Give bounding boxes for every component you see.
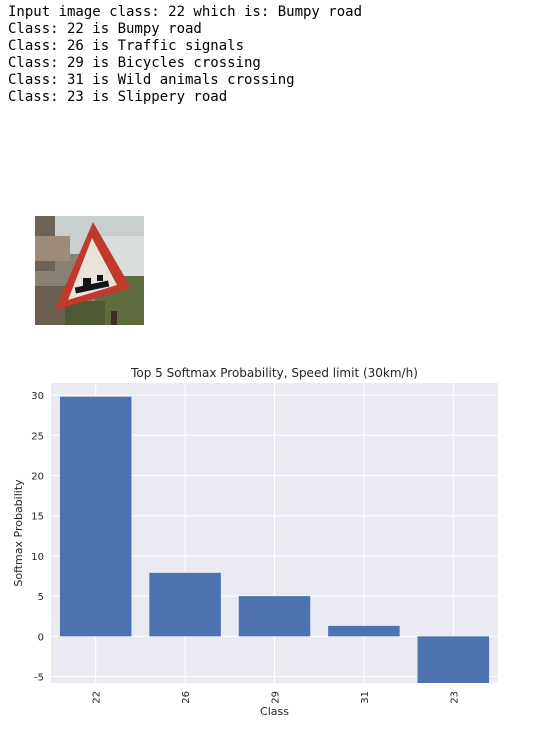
output-line-3: Class: 29 is Bicycles crossing [8,55,261,71]
x-tick-label: 23 [449,691,460,704]
x-tick-label: 22 [92,691,103,704]
softmax-chart: -5 0 5 10 15 20 25 30 22 26 29 31 23 Top 5 Softmax … [0,360,536,728]
output-line-2: Class: 26 is Traffic signals [8,38,245,54]
chart-svg: -5 0 5 10 15 20 25 30 22 26 29 31 23 Top 5 Softmax … [12,366,498,718]
output-line-1: Class: 22 is Bumpy road [8,21,202,37]
y-tick-label: 5 [38,592,44,603]
x-tick-label: 26 [181,691,192,704]
traffic-sign-image [35,216,144,325]
bars [59,396,490,683]
y-tick-label: 15 [31,512,44,523]
output-line-4: Class: 31 is Wild animals crossing [8,72,295,88]
x-axis-label: Class [260,705,289,718]
y-tick-label: 20 [31,471,44,482]
y-tick-label: -5 [34,673,44,684]
output-line-5: Class: 23 is Slippery road [8,89,228,105]
bar-class-26 [149,572,221,637]
cell-output-text: Input image class: 22 which is: Bumpy ro… [8,4,362,106]
y-axis-label: Softmax Probability [12,479,25,587]
y-tick-label: 30 [31,391,44,402]
bar-class-29 [238,596,311,637]
x-tick-label: 31 [360,691,371,704]
y-tick-labels: -5 0 5 10 15 20 25 30 [31,391,44,684]
bar-class-31 [328,625,400,637]
bar-class-23 [417,636,490,683]
output-line-input-class: Input image class: 22 which is: Bumpy ro… [8,4,363,20]
bar-class-22 [59,396,132,637]
x-tick-labels: 22 26 29 31 23 [92,691,461,704]
y-tick-label: 10 [31,552,44,563]
chart-title: Top 5 Softmax Probability, Speed limit (… [130,366,418,380]
y-tick-label: 25 [31,431,44,442]
y-tick-label: 0 [38,632,44,643]
x-tick-label: 29 [271,691,282,704]
